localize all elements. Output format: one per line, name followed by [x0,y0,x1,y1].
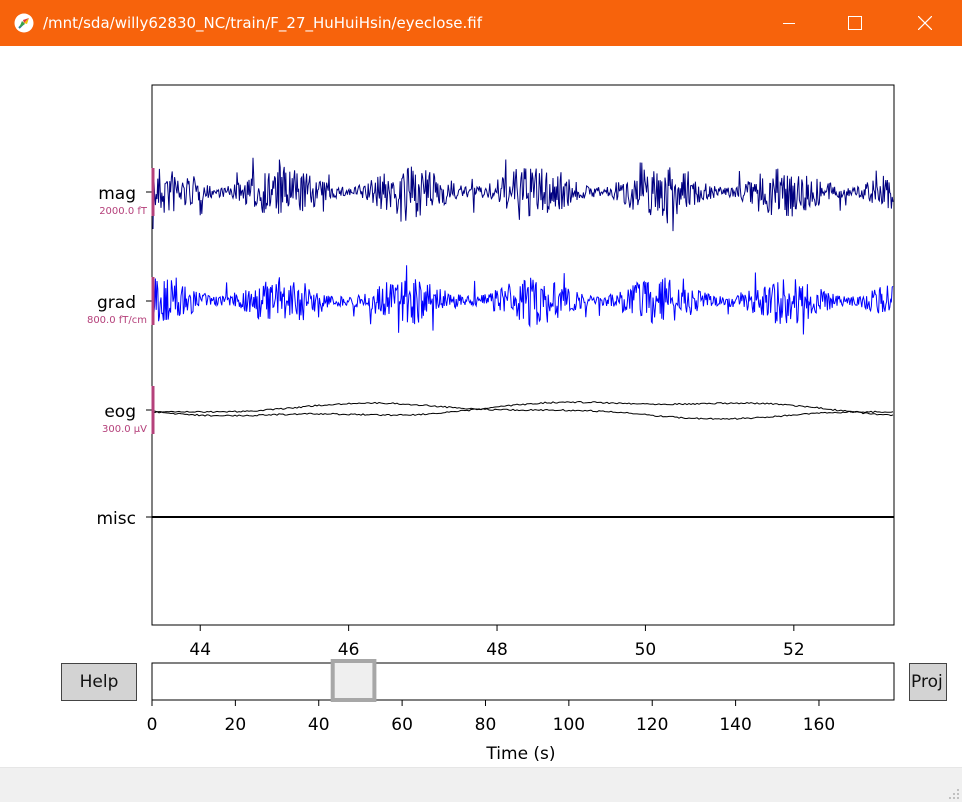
proj-button[interactable]: Proj [909,663,947,701]
maximize-button[interactable] [832,0,878,46]
maximize-icon [848,16,862,30]
scroll-tick-label: 60 [391,715,413,735]
scroll-window-thumb[interactable] [330,659,377,702]
scroll-tick-label: 100 [553,715,585,735]
title-bar: /mnt/sda/willy62830_NC/train/F_27_HuHuiH… [0,0,962,46]
window-title: /mnt/sda/willy62830_NC/train/F_27_HuHuiH… [43,14,483,32]
scale-label-mag: 2000.0 fT [99,206,148,217]
scroll-tick-label: 120 [636,715,668,735]
python-feather-icon [14,13,34,33]
channel-label-mag: mag [98,184,136,204]
help-button[interactable]: Help [61,663,137,701]
scale-label-grad: 800.0 fT/cm [87,315,147,326]
minimize-icon [783,23,795,24]
figure-svg: mag 2000.0 fT grad 800.0 fT/cm eog 300.0 µV mi… [87,84,895,764]
scroll-tick-label: 20 [225,715,247,735]
time-scrollbar[interactable] [151,662,895,701]
x-tick-label: 44 [189,640,211,660]
trace-grad [152,265,894,335]
figure-canvas: mag 2000.0 fT grad 800.0 fT/cm eog 300.0 µV mi… [0,46,962,767]
trace-mag [152,157,894,232]
x-tick-label: 52 [783,640,805,660]
scroll-tick-label: 80 [475,715,497,735]
close-icon [918,16,932,30]
trace-eog-2 [152,401,894,420]
trace-eog-1 [152,400,894,417]
channel-label-grad: grad [97,293,136,313]
scroll-tick-label: 160 [803,715,835,735]
resize-grip-icon[interactable] [948,788,960,800]
scroll-tick-label: 0 [147,715,158,735]
scrollbar-xlabel: Time (s) [485,744,555,764]
x-tick-label: 46 [338,640,360,660]
x-tick-label: 50 [635,640,657,660]
signal-axes[interactable] [151,84,895,626]
scroll-tick-label: 140 [719,715,751,735]
scroll-tick-label: 40 [308,715,330,735]
minimize-button[interactable] [766,0,812,46]
channel-label-misc: misc [97,509,137,529]
scale-label-eog: 300.0 µV [102,424,147,435]
status-bar [0,767,962,802]
close-button[interactable] [902,0,948,46]
channel-label-eog: eog [104,402,136,422]
x-tick-label: 48 [486,640,508,660]
